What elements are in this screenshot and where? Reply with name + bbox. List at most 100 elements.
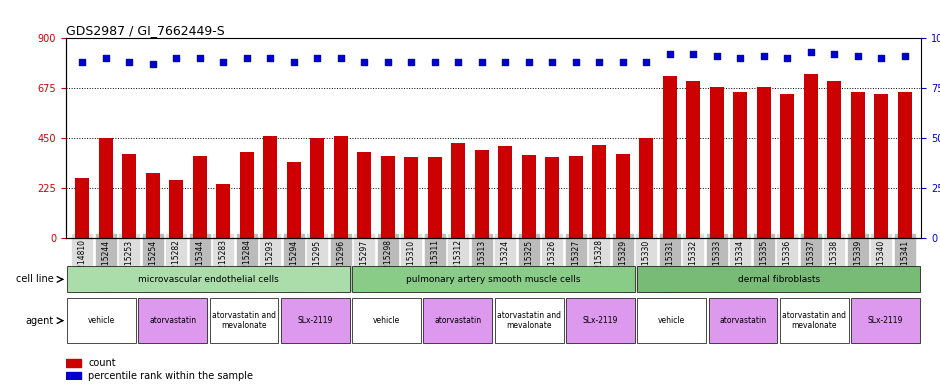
Point [192, 55, 207, 61]
FancyBboxPatch shape [851, 298, 920, 343]
Point [638, 59, 653, 65]
Text: atorvastatin and
mevalonate: atorvastatin and mevalonate [212, 311, 276, 330]
Point [497, 59, 512, 65]
Point [850, 53, 865, 60]
Point [732, 55, 747, 61]
Bar [569, 156, 583, 238]
Bar [639, 138, 653, 238]
Text: atorvastatin: atorvastatin [149, 316, 196, 325]
Text: pulmonary artery smooth muscle cells: pulmonary artery smooth muscle cells [406, 275, 581, 284]
Text: GDS2987 / GI_7662449-S: GDS2987 / GI_7662449-S [66, 24, 225, 37]
Bar [75, 178, 89, 238]
Text: cell line: cell line [16, 274, 54, 285]
Bar [99, 138, 113, 238]
Point [615, 59, 630, 65]
Bar [592, 145, 606, 238]
Bar [710, 87, 724, 238]
Bar [733, 92, 747, 238]
Bar [169, 180, 183, 238]
Point [803, 49, 818, 55]
Point [215, 59, 230, 65]
Bar [545, 157, 559, 238]
Point [474, 59, 489, 65]
Point [544, 59, 559, 65]
Bar [334, 136, 348, 238]
Text: vehicle: vehicle [87, 316, 115, 325]
FancyBboxPatch shape [210, 298, 278, 343]
FancyBboxPatch shape [709, 298, 777, 343]
Text: SLx-2119: SLx-2119 [298, 316, 333, 325]
Point [568, 59, 583, 65]
Bar [381, 156, 395, 238]
Bar [498, 146, 512, 238]
Point [521, 59, 536, 65]
Point [591, 59, 606, 65]
Point [427, 59, 442, 65]
Bar [851, 92, 865, 238]
Point [685, 51, 700, 58]
Text: agent: agent [25, 316, 54, 326]
Text: dermal fibroblasts: dermal fibroblasts [738, 275, 820, 284]
FancyBboxPatch shape [637, 298, 706, 343]
Point [333, 55, 348, 61]
FancyBboxPatch shape [566, 298, 634, 343]
FancyBboxPatch shape [352, 266, 634, 292]
Bar [66, 359, 81, 367]
Text: SLx-2119: SLx-2119 [868, 316, 903, 325]
Text: atorvastatin and
mevalonate: atorvastatin and mevalonate [497, 311, 561, 330]
Text: count: count [88, 358, 116, 368]
Bar [428, 157, 442, 238]
Point [662, 51, 677, 58]
Bar [310, 138, 324, 238]
Bar [616, 154, 630, 238]
Bar [827, 81, 841, 238]
Bar [874, 94, 888, 238]
Bar [287, 162, 301, 238]
Point [239, 55, 254, 61]
Bar [66, 372, 81, 380]
FancyBboxPatch shape [67, 298, 136, 343]
FancyBboxPatch shape [637, 266, 920, 292]
FancyBboxPatch shape [352, 298, 421, 343]
Bar [404, 157, 418, 238]
Point [897, 53, 912, 60]
Point [286, 59, 301, 65]
Point [709, 53, 724, 60]
Point [826, 51, 841, 58]
FancyBboxPatch shape [780, 298, 849, 343]
Bar [263, 136, 277, 238]
Bar [146, 173, 160, 238]
Bar [780, 94, 794, 238]
Point [309, 55, 325, 61]
Point [99, 55, 113, 61]
Text: percentile rank within the sample: percentile rank within the sample [88, 371, 254, 381]
Text: SLx-2119: SLx-2119 [583, 316, 619, 325]
Bar [216, 184, 230, 238]
Text: microvascular endothelial cells: microvascular endothelial cells [138, 275, 279, 284]
Text: atorvastatin: atorvastatin [434, 316, 481, 325]
Point [262, 55, 277, 61]
Point [450, 59, 465, 65]
Point [356, 59, 371, 65]
Point [873, 55, 888, 61]
FancyBboxPatch shape [67, 266, 350, 292]
Text: atorvastatin: atorvastatin [719, 316, 766, 325]
Bar [357, 152, 371, 238]
Point [122, 59, 137, 65]
Point [380, 59, 395, 65]
Bar [451, 143, 465, 238]
Bar [686, 81, 700, 238]
FancyBboxPatch shape [423, 298, 493, 343]
Point [756, 53, 771, 60]
Bar [240, 152, 254, 238]
Point [403, 59, 418, 65]
Point [75, 59, 90, 65]
Text: atorvastatin and
mevalonate: atorvastatin and mevalonate [782, 311, 846, 330]
Bar [898, 92, 912, 238]
Bar [804, 74, 818, 238]
FancyBboxPatch shape [494, 298, 564, 343]
FancyBboxPatch shape [138, 298, 207, 343]
Point [145, 61, 160, 68]
Text: vehicle: vehicle [658, 316, 685, 325]
Bar [757, 87, 771, 238]
